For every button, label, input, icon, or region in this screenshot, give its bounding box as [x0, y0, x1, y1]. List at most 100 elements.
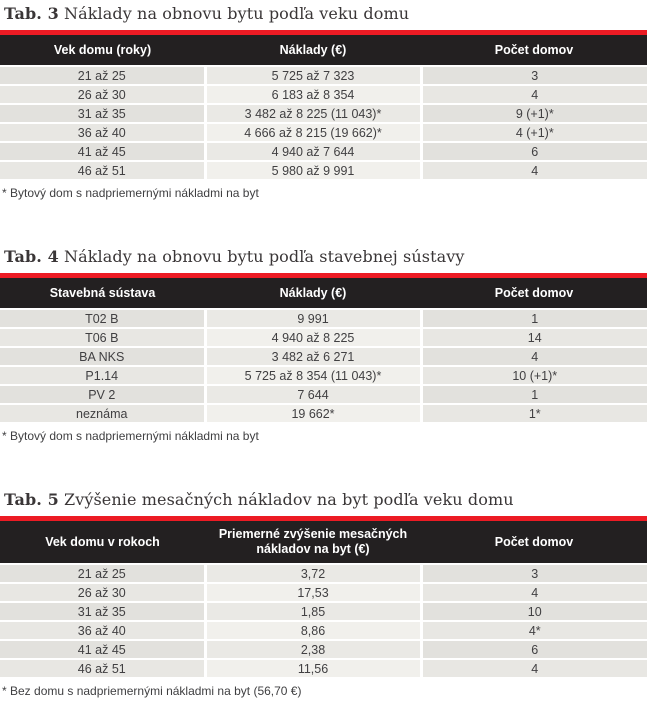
table-cell: 14	[421, 327, 647, 347]
costs-by-system-table: Stavebná sústava Náklady (€) Počet domov T…	[0, 278, 647, 422]
table-cell: 9 991	[205, 308, 423, 328]
table-row: 46 až 51 11,56 4	[0, 658, 647, 677]
costs-by-age-table: Vek domu (roky) Náklady (€) Počet domov 21…	[0, 35, 647, 179]
table-cell: 46 až 51	[0, 658, 207, 677]
table-cell: 6	[421, 141, 647, 161]
table-cell: P1.14	[0, 365, 207, 385]
table-cell: 5 980 až 9 991	[205, 160, 423, 179]
table-cell: 5 725 až 7 323	[205, 65, 423, 85]
table-cell: 4 (+1)*	[421, 122, 647, 142]
table-cell: 4	[421, 658, 647, 677]
table-section-tab5: Tab. 5 Zvýšenie mesačných nákladov na by…	[0, 490, 647, 698]
table-row: P1.14 5 725 až 8 354 (11 043)* 10 (+1)*	[0, 365, 647, 385]
table-cell: 36 až 40	[0, 620, 207, 640]
table-cell: 4*	[421, 620, 647, 640]
table-cell: 4	[421, 160, 647, 179]
table-row: 26 až 30 17,53 4	[0, 582, 647, 602]
table-footnote: * Bez domu s nadpriemernými nákladmi na …	[2, 684, 302, 698]
column-header: Náklady (€)	[205, 278, 421, 309]
column-header: Počet domov	[421, 35, 647, 66]
monthly-increase-table: Vek domu v rokoch Priemerné zvýšenie mesa…	[0, 521, 647, 677]
column-header: Stavebná sústava	[0, 278, 205, 309]
table-cell: 3	[421, 563, 647, 583]
table-title-text: Náklady na obnovu bytu podľa veku domu	[58, 4, 410, 23]
table-cell: 46 až 51	[0, 160, 207, 179]
accent-bar	[0, 273, 647, 278]
table-cell: 3 482 až 6 271	[205, 346, 423, 366]
table-cell: 4 666 až 8 215 (19 662)*	[205, 122, 423, 142]
table-cell: 21 až 25	[0, 65, 207, 85]
table-cell: 5 725 až 8 354 (11 043)*	[205, 365, 423, 385]
header-row: Vek domu (roky) Náklady (€) Počet domov	[0, 35, 647, 66]
table-row: 46 až 51 5 980 až 9 991 4	[0, 160, 647, 179]
table-cell: 21 až 25	[0, 563, 207, 583]
column-header: Vek domu v rokoch	[0, 521, 205, 564]
column-header: Počet domov	[421, 521, 647, 564]
table-number: Tab. 5	[4, 490, 59, 509]
table-cell: 41 až 45	[0, 141, 207, 161]
table-section-tab3: Tab. 3 Náklady na obnovu bytu podľa veku…	[0, 4, 647, 200]
table-cell: 1	[421, 308, 647, 328]
column-header: Počet domov	[421, 278, 647, 309]
table-cell: 1	[421, 384, 647, 404]
table-cell: PV 2	[0, 384, 207, 404]
column-header: Priemerné zvýšenie mesačných nákladov na…	[205, 521, 421, 564]
accent-bar	[0, 516, 647, 521]
table-cell: 26 až 30	[0, 84, 207, 104]
table-cell: 10	[421, 601, 647, 621]
table-cell: 11,56	[205, 658, 423, 677]
table-number: Tab. 3	[4, 4, 59, 23]
table-cell: 31 až 35	[0, 601, 207, 621]
table-cell: 3 482 až 8 225 (11 043)*	[205, 103, 423, 123]
table-cell: 26 až 30	[0, 582, 207, 602]
table-cell: 6	[421, 639, 647, 659]
table-footnote: * Bytový dom s nadpriemernými nákladmi n…	[2, 429, 259, 443]
table-cell: neznáma	[0, 403, 207, 422]
table-cell: 36 až 40	[0, 122, 207, 142]
table-title-text: Zvýšenie mesačných nákladov na byt podľa…	[58, 490, 514, 509]
table-cell: 3	[421, 65, 647, 85]
table-cell: T02 B	[0, 308, 207, 328]
table-cell: 17,53	[205, 582, 423, 602]
table-cell: 4	[421, 582, 647, 602]
table-cell: 2,38	[205, 639, 423, 659]
document-page: Tab. 3 Náklady na obnovu bytu podľa veku…	[0, 4, 647, 698]
table-row: 41 až 45 4 940 až 7 644 6	[0, 141, 647, 161]
table-row: 21 až 25 3,72 3	[0, 563, 647, 583]
table-row: 21 až 25 5 725 až 7 323 3	[0, 65, 647, 85]
table-cell: 10 (+1)*	[421, 365, 647, 385]
table-row: 31 až 35 3 482 až 8 225 (11 043)* 9 (+1)*	[0, 103, 647, 123]
table-cell: 9 (+1)*	[421, 103, 647, 123]
table-section-tab4: Tab. 4 Náklady na obnovu bytu podľa stav…	[0, 247, 647, 443]
table-row: BA NKS 3 482 až 6 271 4	[0, 346, 647, 366]
accent-bar	[0, 30, 647, 35]
table-cell: 1*	[421, 403, 647, 422]
table-cell: 19 662*	[205, 403, 423, 422]
table-row: 36 až 40 8,86 4*	[0, 620, 647, 640]
table-cell: 3,72	[205, 563, 423, 583]
table-cell: 8,86	[205, 620, 423, 640]
table-number: Tab. 4	[4, 247, 59, 266]
table-cell: 6 183 až 8 354	[205, 84, 423, 104]
table-cell: 4	[421, 84, 647, 104]
table-row: 41 až 45 2,38 6	[0, 639, 647, 659]
table-title: Tab. 3 Náklady na obnovu bytu podľa veku…	[4, 4, 647, 23]
table-cell: 41 až 45	[0, 639, 207, 659]
table-title: Tab. 5 Zvýšenie mesačných nákladov na by…	[4, 490, 647, 509]
table-row: neznáma 19 662* 1*	[0, 403, 647, 422]
table-cell: 4 940 až 7 644	[205, 141, 423, 161]
table-title-text: Náklady na obnovu bytu podľa stavebnej s…	[58, 247, 465, 266]
column-header: Náklady (€)	[205, 35, 421, 66]
column-header: Vek domu (roky)	[0, 35, 205, 66]
table-cell: 7 644	[205, 384, 423, 404]
table-row: 31 až 35 1,85 10	[0, 601, 647, 621]
table-title: Tab. 4 Náklady na obnovu bytu podľa stav…	[4, 247, 647, 266]
table-cell: BA NKS	[0, 346, 207, 366]
table-row: 26 až 30 6 183 až 8 354 4	[0, 84, 647, 104]
table-cell: T06 B	[0, 327, 207, 347]
table-cell: 4 940 až 8 225	[205, 327, 423, 347]
table-footnote: * Bytový dom s nadpriemernými nákladmi n…	[2, 186, 259, 200]
